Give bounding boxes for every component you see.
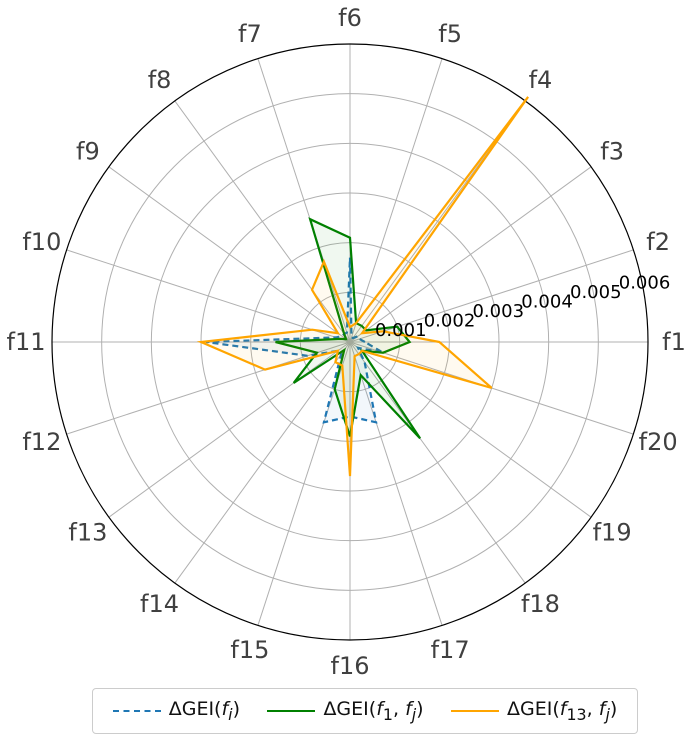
- category-label-f18: f18: [521, 590, 560, 618]
- grid-spoke-f5: [349, 58, 443, 343]
- category-label-f9: f9: [76, 138, 100, 166]
- grid-spoke-f14: [174, 341, 351, 584]
- category-label-f5: f5: [438, 20, 462, 48]
- grid-spoke-f18: [349, 341, 526, 584]
- category-label-f15: f15: [230, 636, 269, 664]
- category-label-f13: f13: [68, 518, 107, 546]
- grid-spoke-f12: [66, 341, 351, 435]
- legend-label-delta-gei-fi: ΔGEI(fi): [168, 698, 240, 724]
- category-label-f19: f19: [593, 518, 632, 546]
- legend-label-delta-gei-f13-fj: ΔGEI(f13, fj): [507, 698, 618, 724]
- category-label-f17: f17: [431, 636, 470, 664]
- grid-spoke-f9: [108, 166, 351, 343]
- series-fill-2: [275, 219, 421, 439]
- radial-tick-label-3: 0.003: [472, 301, 524, 322]
- category-label-f11: f11: [7, 328, 46, 356]
- radial-tick-label-1: 0.001: [375, 320, 427, 341]
- radial-tick-label-5: 0.005: [570, 282, 622, 303]
- grid-spoke-f19: [349, 341, 592, 518]
- grid-spoke-f8: [174, 100, 351, 343]
- category-label-f3: f3: [600, 138, 624, 166]
- series-line-3: [196, 96, 530, 477]
- grid-spoke-f17: [349, 341, 443, 626]
- category-label-f4: f4: [529, 66, 553, 94]
- legend: ΔGEI(fi) ΔGEI(f1, fj) ΔGEI(f13, fj): [92, 688, 638, 734]
- category-label-f7: f7: [238, 20, 262, 48]
- category-label-f20: f20: [639, 428, 678, 456]
- legend-item-delta-gei-f13-fj: ΔGEI(f13, fj): [451, 698, 617, 724]
- legend-label-delta-gei-f1-fj: ΔGEI(f1, fj): [323, 698, 424, 724]
- series-line-2: [275, 217, 422, 440]
- category-label-f10: f10: [22, 228, 61, 256]
- legend-item-delta-gei-f1-fj: ΔGEI(f1, fj): [267, 698, 424, 724]
- category-label-f8: f8: [148, 66, 172, 94]
- legend-swatch-green: [267, 709, 316, 712]
- category-label-f14: f14: [140, 590, 179, 618]
- polar-frame: [51, 43, 649, 641]
- category-label-f12: f12: [22, 428, 61, 456]
- legend-item-delta-gei-fi: ΔGEI(fi): [112, 698, 240, 724]
- radial-tick-label-4: 0.004: [521, 292, 573, 313]
- grid-spoke-f10: [66, 249, 351, 343]
- grid-spoke-f3: [349, 166, 592, 343]
- radial-tick-label-6: 0.006: [619, 273, 671, 294]
- category-label-f16: f16: [331, 652, 370, 680]
- category-label-f6: f6: [338, 4, 362, 32]
- grid-spoke-f7: [257, 58, 351, 343]
- legend-swatch-dashed-blue: [112, 709, 161, 712]
- radar-chart: f1 f2 f3 f4 f5 f6 f7 f8 f9 f10 f11 f12 f13 f14 f15 f16 f…: [7, 4, 686, 680]
- radial-tick-label-2: 0.002: [424, 311, 476, 332]
- legend-swatch-orange: [451, 709, 500, 712]
- category-label-f2: f2: [646, 228, 670, 256]
- category-label-f1: f1: [662, 328, 686, 356]
